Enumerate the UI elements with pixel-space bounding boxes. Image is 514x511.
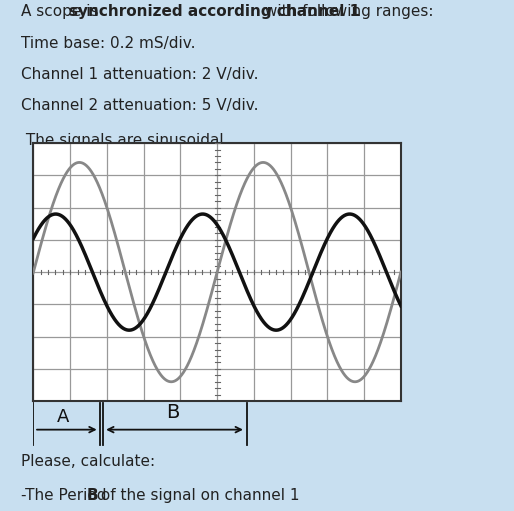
Text: of the signal on channel 1: of the signal on channel 1 <box>96 489 300 503</box>
Text: Channel 1 attenuation: 2 V/div.: Channel 1 attenuation: 2 V/div. <box>21 66 258 82</box>
Text: -The Period: -The Period <box>21 489 111 503</box>
Text: with following ranges:: with following ranges: <box>260 5 433 19</box>
Text: Time base: 0.2 mS/div.: Time base: 0.2 mS/div. <box>21 36 195 51</box>
Text: The signals are sinusoidal.: The signals are sinusoidal. <box>21 133 228 148</box>
Text: synchronized according channel 1: synchronized according channel 1 <box>69 5 360 19</box>
Text: Please, calculate:: Please, calculate: <box>21 454 155 469</box>
Text: A scope is: A scope is <box>21 5 103 19</box>
Text: A: A <box>57 408 69 426</box>
Text: B: B <box>86 489 98 503</box>
Text: B: B <box>167 403 180 422</box>
Text: Channel 2 attenuation: 5 V/div.: Channel 2 attenuation: 5 V/div. <box>21 98 258 113</box>
